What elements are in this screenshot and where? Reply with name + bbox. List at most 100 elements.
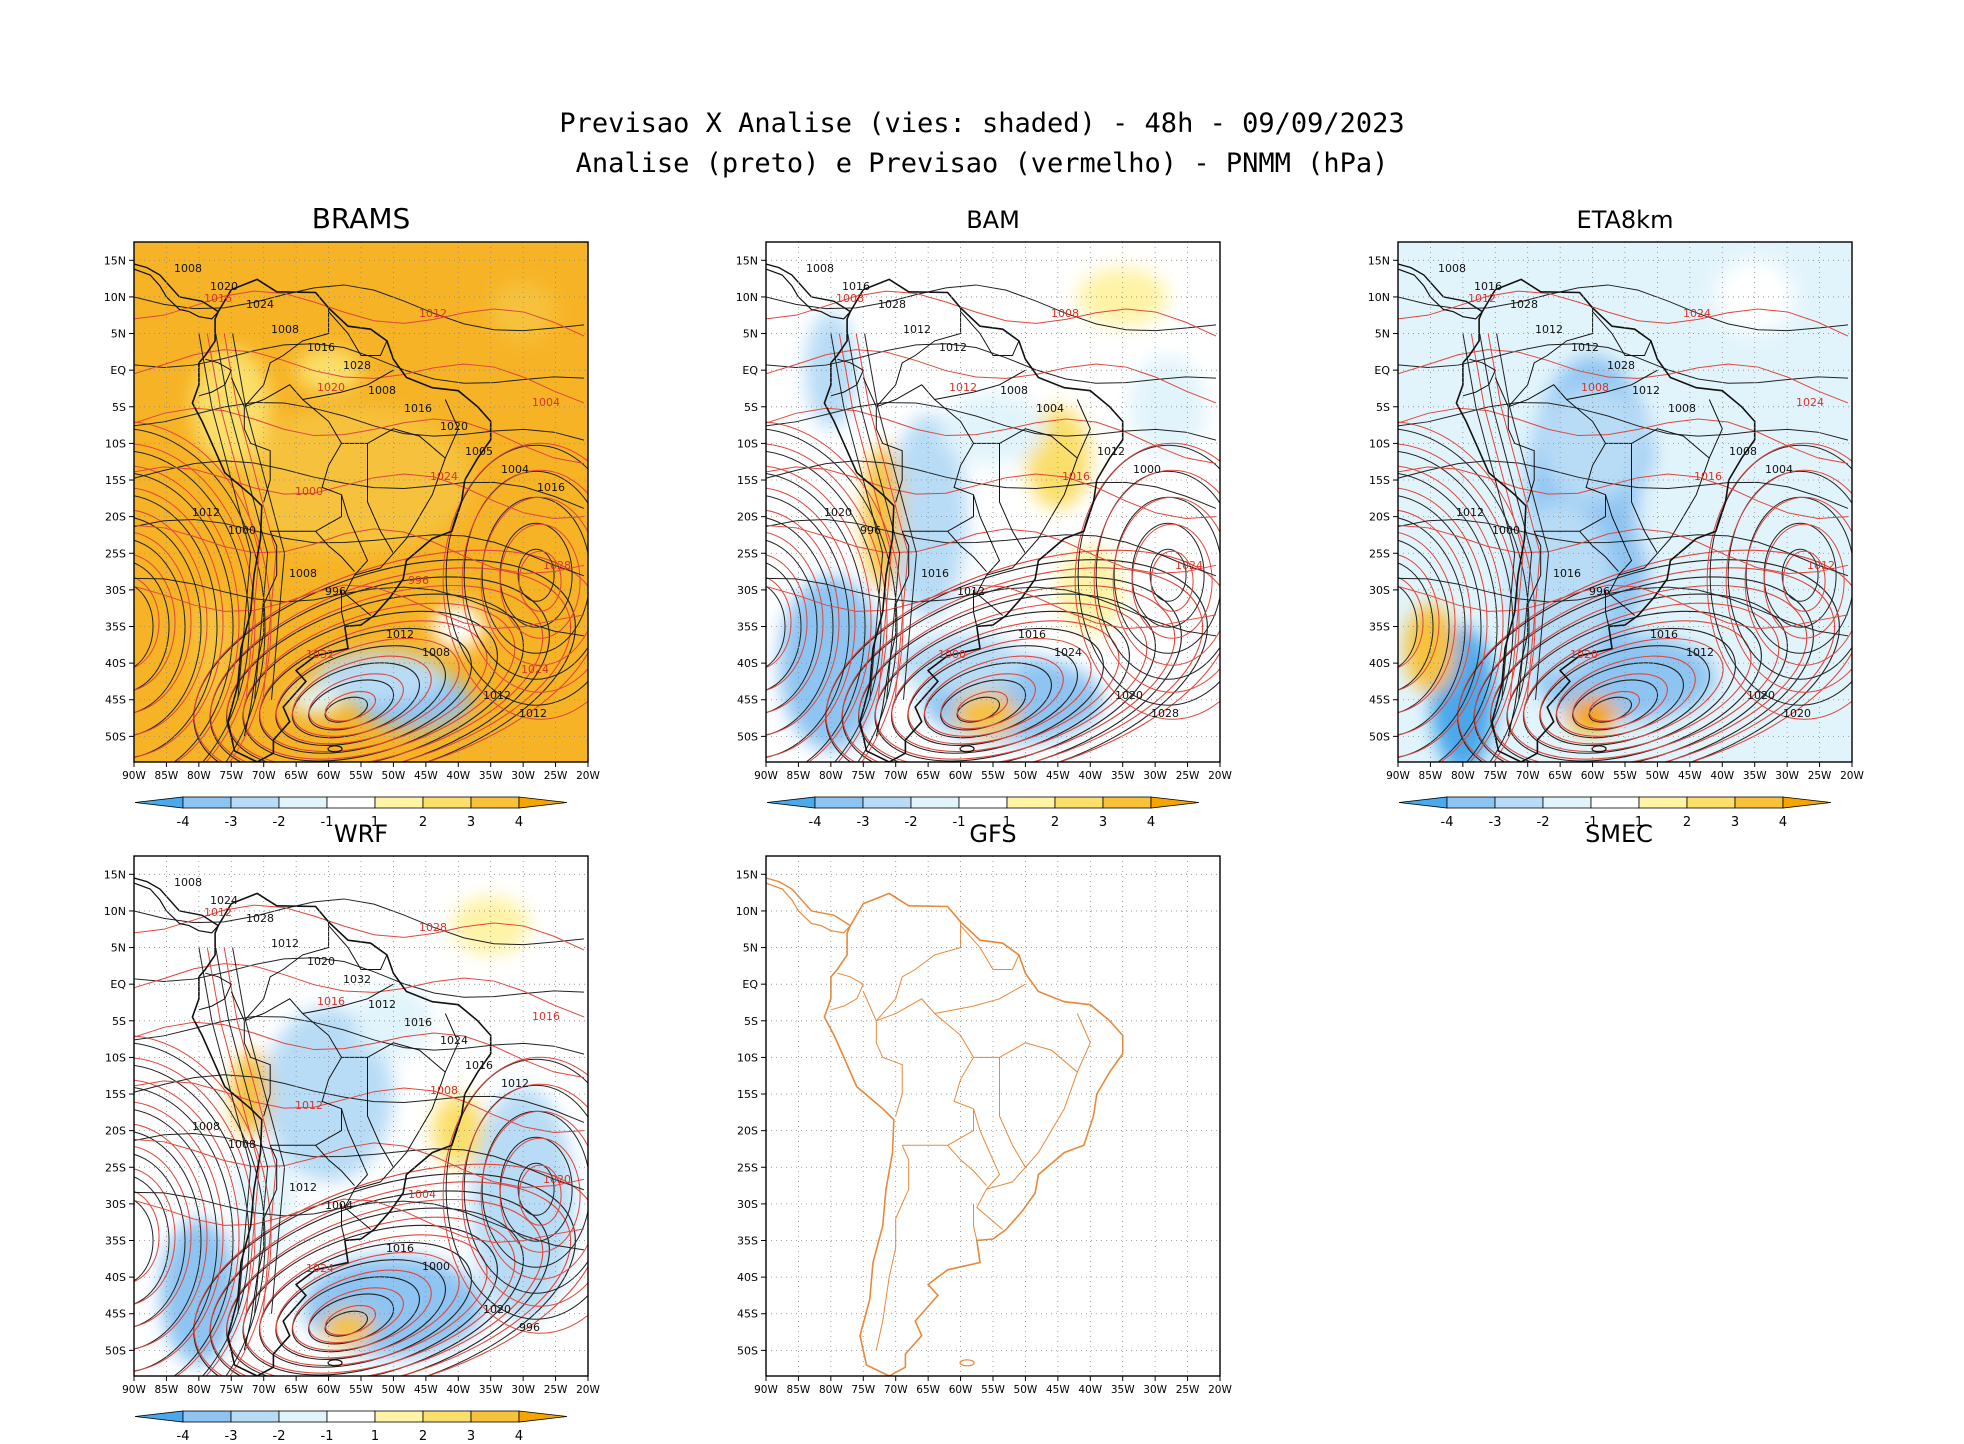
lat-tick-label: 10N	[104, 291, 126, 304]
lon-tick-label: 45W	[414, 1384, 438, 1396]
lon-tick-label: 70W	[884, 1384, 908, 1396]
lat-tick-label: 15S	[737, 1088, 758, 1101]
colorbar-tick-label: 3	[1099, 815, 1107, 830]
lat-tick-label: 30S	[1369, 584, 1390, 597]
country-border	[1507, 406, 1535, 503]
colorbar-tick-label: -4	[1441, 815, 1454, 830]
colorbar-segment	[1054, 796, 1104, 809]
black-contour-label: 1012	[501, 1077, 529, 1090]
lon-tick-label: 50W	[1646, 770, 1670, 782]
black-contour-label: 1008	[192, 1120, 220, 1133]
map-panel-brams: BRAMS 15N 10N 5N EQ 5S 10S 15S 20S 25S 30S 35S 40S 45…	[104, 202, 601, 782]
coastline	[766, 877, 851, 927]
black-contour-label: 1012	[903, 323, 931, 336]
country-border	[830, 972, 864, 1011]
map-gfs: 15N 10N 5N EQ 5S 10S 15S 20S 25S 30S 35S 40S 45S 50S 9…	[736, 855, 1232, 1396]
black-contour-label: 1016	[386, 1242, 414, 1255]
lon-tick-label: 50W	[382, 1384, 406, 1396]
country-border	[341, 589, 346, 627]
colorbar-segment	[230, 1410, 280, 1423]
bias-shading	[231, 1050, 271, 1138]
colorbar-segment	[1150, 796, 1200, 809]
black-contour-label: 1024	[440, 1034, 468, 1047]
contour-labels: 1008 1012 1012 1016 1008 1012 1016 1020 1024 1020…	[174, 876, 571, 1334]
lat-tick-label: 45S	[1369, 694, 1390, 707]
black-contour-label: 1012	[1686, 646, 1714, 659]
colorbar-brams: -4 -3 -2 -1 1 2 3 4	[134, 796, 568, 830]
island	[327, 1359, 343, 1367]
lat-tick-label: 15N	[104, 868, 126, 881]
lon-tick-label: 35W	[1111, 1384, 1135, 1396]
red-contour-label: 1024	[1175, 559, 1203, 572]
lon-tick-label: 30W	[511, 770, 535, 782]
colorbar-tick-label: -3	[225, 1429, 238, 1444]
lon-tick-label: 80W	[819, 770, 843, 782]
black-contour-label: 1008	[422, 646, 450, 659]
colorbar-tick-label: -3	[225, 815, 238, 830]
map-bam: 15N 10N 5N EQ 5S 10S 15S 20S 25S 30S 35S 40S 45S 50S 9…	[736, 241, 1232, 782]
country-border	[876, 384, 1004, 616]
country-border	[947, 530, 987, 572]
lon-tick-label: 90W	[122, 1384, 146, 1396]
black-contour-label: 1016	[1474, 280, 1502, 293]
country-border	[960, 311, 1020, 356]
black-contour-label: 1016	[1018, 628, 1046, 641]
lat-tick-label: 40S	[737, 657, 758, 670]
lat-tick-label: 5S	[744, 1015, 758, 1028]
lon-tick-label: 20W	[1208, 770, 1232, 782]
country-border	[341, 1042, 446, 1073]
lat-tick-label: 45S	[105, 1308, 126, 1321]
black-contour-label: 1020	[1115, 689, 1143, 702]
country-border	[302, 983, 394, 1014]
lat-tick-label: 50S	[737, 1344, 758, 1357]
colorbar-tick-label: 3	[467, 815, 475, 830]
black-contour-label: 1012	[368, 998, 396, 1011]
country-border	[1605, 589, 1610, 627]
lat-tick-label: 15S	[737, 474, 758, 487]
red-contour-label: 1024	[521, 663, 549, 676]
black-contour-label: 1024	[246, 298, 274, 311]
map-panel-gfs: GFS 15N 10N 5N EQ 5S 10S 15S 20S 25S 30S 35S 40S 45S 5…	[736, 820, 1233, 1396]
country-border	[1566, 369, 1658, 400]
lon-tick-label: 85W	[787, 770, 811, 782]
black-contour-label: 1020	[1783, 707, 1811, 720]
black-contour-label: 1020	[307, 955, 335, 968]
lat-tick-label: 50S	[1369, 730, 1390, 743]
lon-tick-label: 85W	[1419, 770, 1443, 782]
lon-tick-label: 85W	[787, 1384, 811, 1396]
country-border	[302, 369, 394, 400]
country-border	[243, 531, 278, 737]
lon-tick-label: 40W	[446, 1384, 470, 1396]
black-contour-label: 1005	[465, 445, 493, 458]
red-contour-label: 1012	[295, 1099, 323, 1112]
bias-shading	[1129, 355, 1208, 459]
lon-tick-label: 60W	[949, 1384, 973, 1396]
lat-tick-label: 10N	[736, 905, 758, 918]
black-contour-label: 1012	[1571, 341, 1599, 354]
red-contour-label: 1016	[317, 995, 345, 1008]
country-border	[973, 589, 978, 627]
lon-tick-label: 80W	[1451, 770, 1475, 782]
lon-tick-label: 20W	[1840, 770, 1864, 782]
red-contour-label: 1020	[543, 1173, 571, 1186]
lon-tick-label: 60W	[317, 770, 341, 782]
colorbar-segment	[230, 796, 280, 809]
country-border	[230, 307, 330, 408]
black-contour-label: 1012	[1535, 323, 1563, 336]
country-border	[973, 1203, 978, 1241]
black-contour-label: 1004	[1036, 402, 1064, 415]
lon-tick-label: 40W	[446, 770, 470, 782]
country-border	[1508, 384, 1636, 616]
panel-title-brams: BRAMS	[311, 202, 411, 235]
black-contour-label: 996	[325, 585, 346, 598]
lon-tick-label: 35W	[1111, 770, 1135, 782]
lon-tick-label: 35W	[1743, 770, 1767, 782]
lat-tick-label: 5S	[112, 1015, 126, 1028]
coastline	[1455, 278, 1756, 762]
lon-tick-label: 20W	[576, 770, 600, 782]
colorbar-segment	[1398, 796, 1448, 809]
lon-tick-label: 55W	[981, 1384, 1005, 1396]
coastline	[1398, 263, 1483, 313]
lon-tick-label: 30W	[511, 1384, 535, 1396]
island	[327, 745, 343, 753]
